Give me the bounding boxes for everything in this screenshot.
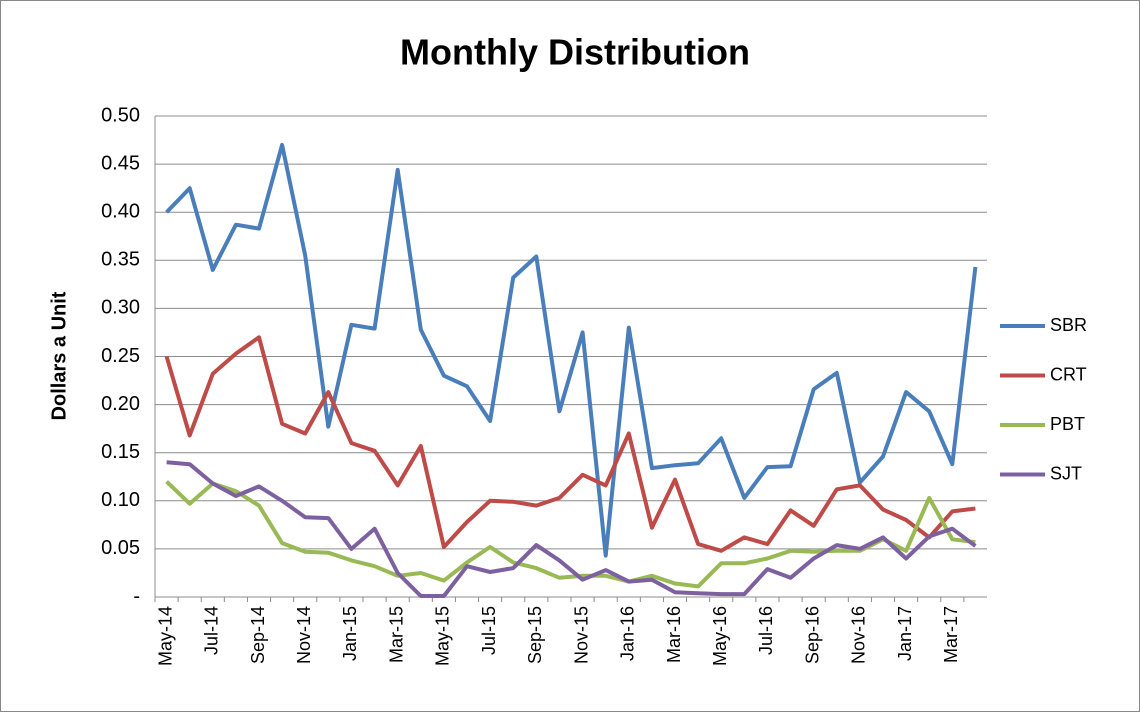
x-tick-label: Mar-17 — [941, 606, 961, 663]
x-tick-label: Jan-16 — [618, 606, 638, 661]
x-tick-label: May-14 — [155, 606, 175, 666]
x-tick-label: Nov-16 — [849, 606, 869, 664]
y-tick-label: 0.40 — [101, 200, 140, 222]
x-tick-label: Mar-16 — [664, 606, 684, 663]
y-tick-label: 0.50 — [101, 104, 140, 126]
y-tick-label: 0.10 — [101, 489, 140, 511]
y-tick-label: 0.30 — [101, 297, 140, 319]
series-line — [164, 335, 976, 553]
y-tick-label: 0.05 — [101, 537, 140, 559]
y-axis-label: Dollars a Unit — [48, 291, 70, 420]
x-tick-label: Jul-15 — [479, 606, 499, 655]
x-tick-label: Nov-15 — [571, 606, 591, 664]
x-tick-label: May-15 — [433, 606, 453, 666]
y-tick-label: - — [133, 585, 140, 607]
x-tick-label: Jul-14 — [202, 606, 222, 655]
x-tick-label: Nov-14 — [294, 606, 314, 664]
x-tick-label: Jan-17 — [895, 606, 915, 661]
x-tick-label: May-16 — [710, 606, 730, 666]
y-tick-label: 0.35 — [101, 249, 140, 271]
series-line — [166, 460, 977, 598]
x-tick-label: Sep-15 — [525, 606, 545, 664]
x-tick-label: Mar-15 — [386, 606, 406, 663]
y-tick-label: 0.20 — [101, 393, 140, 415]
chart-title: Monthly Distribution — [400, 32, 750, 73]
legend-label: CRT — [1050, 364, 1087, 384]
legend-label: SBR — [1050, 315, 1087, 335]
series-line — [165, 480, 976, 589]
x-tick-label: Jul-16 — [756, 606, 776, 655]
y-tick-label: 0.25 — [101, 345, 140, 367]
y-tick-label: 0.45 — [101, 152, 140, 174]
y-tick-label: 0.15 — [101, 441, 140, 463]
x-tick-label: Sep-16 — [802, 606, 822, 664]
x-tick-label: Jan-15 — [340, 606, 360, 661]
x-tick-label: Sep-14 — [248, 606, 268, 664]
legend-label: PBT — [1050, 414, 1085, 434]
legend-label: SJT — [1050, 463, 1082, 483]
series-line — [165, 142, 978, 558]
